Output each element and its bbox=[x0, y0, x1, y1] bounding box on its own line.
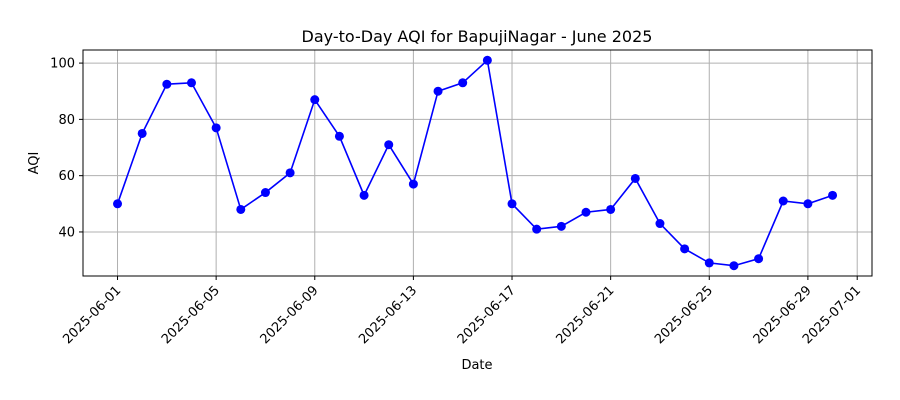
plot-area-frame bbox=[82, 49, 873, 277]
data-point-2025-06-17 bbox=[507, 199, 517, 209]
data-point-2025-06-22 bbox=[630, 173, 640, 183]
x-tick-label: 2025-06-21 bbox=[553, 283, 617, 347]
data-point-2025-06-10 bbox=[334, 131, 344, 141]
y-tick-label: 80 bbox=[58, 113, 75, 128]
y-tick-label: 60 bbox=[58, 169, 75, 184]
data-point-2025-06-19 bbox=[556, 221, 566, 231]
data-point-2025-06-03 bbox=[162, 79, 172, 89]
data-point-2025-06-30 bbox=[828, 190, 838, 200]
data-point-2025-06-23 bbox=[655, 219, 665, 229]
aqi-series-line bbox=[116, 58, 833, 267]
data-point-2025-06-18 bbox=[532, 224, 542, 234]
data-point-2025-06-13 bbox=[408, 179, 418, 189]
data-point-2025-06-21 bbox=[606, 204, 616, 214]
data-point-2025-06-04 bbox=[186, 78, 196, 88]
data-point-2025-06-26 bbox=[729, 261, 739, 271]
data-point-2025-06-05 bbox=[211, 123, 221, 133]
y-axis: 40 60 80 100 bbox=[50, 57, 83, 240]
data-point-2025-06-12 bbox=[384, 140, 394, 150]
data-point-2025-06-14 bbox=[433, 86, 443, 96]
data-point-2025-06-08 bbox=[285, 168, 295, 178]
x-tick-label: 2025-06-25 bbox=[652, 283, 716, 347]
data-point-2025-06-15 bbox=[458, 78, 468, 88]
data-point-2025-06-25 bbox=[704, 258, 714, 268]
data-point-2025-06-20 bbox=[581, 207, 591, 217]
data-point-2025-06-28 bbox=[778, 196, 788, 206]
x-tick-label: 2025-06-05 bbox=[159, 283, 223, 347]
data-point-2025-06-01 bbox=[113, 199, 123, 209]
aqi-data-points bbox=[113, 55, 838, 271]
data-point-2025-06-09 bbox=[310, 95, 320, 105]
x-tick-label: 2025-06-01 bbox=[60, 283, 124, 347]
grid-lines bbox=[83, 50, 872, 276]
data-point-2025-06-27 bbox=[754, 254, 764, 264]
x-tick-label: 2025-06-17 bbox=[455, 283, 519, 347]
data-point-2025-06-11 bbox=[359, 190, 369, 200]
y-axis-title: AQI bbox=[27, 152, 42, 175]
data-point-2025-06-24 bbox=[680, 244, 690, 254]
y-tick-label: 40 bbox=[58, 225, 75, 240]
data-point-2025-06-07 bbox=[260, 188, 270, 198]
data-point-2025-06-06 bbox=[236, 204, 246, 214]
data-point-2025-06-02 bbox=[137, 128, 147, 138]
data-point-2025-06-16 bbox=[482, 55, 492, 65]
x-tick-label: 2025-06-13 bbox=[356, 283, 420, 347]
chart-title: Day-to-Day AQI for BapujiNagar - June 20… bbox=[302, 27, 653, 46]
x-tick-label: 2025-06-09 bbox=[258, 283, 322, 347]
x-axis-title: Date bbox=[461, 358, 492, 373]
x-axis: 2025-06-01 2025-06-05 2025-06-09 2025-06-13… bbox=[60, 276, 864, 347]
y-tick-label: 100 bbox=[50, 57, 75, 72]
data-point-2025-06-29 bbox=[803, 199, 813, 209]
